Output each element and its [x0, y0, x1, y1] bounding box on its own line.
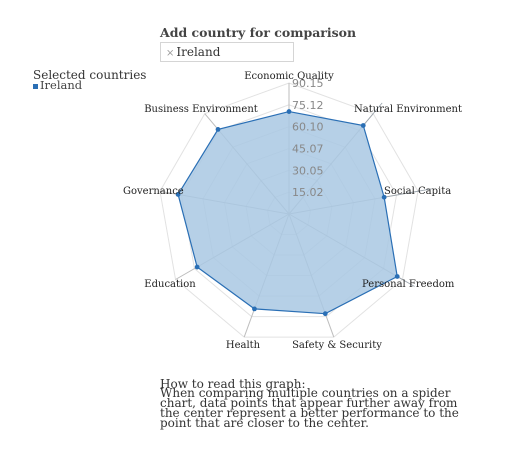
tick-label: 30.05 [292, 164, 324, 177]
tick-label: 75.12 [292, 99, 324, 112]
data-point [252, 306, 257, 312]
country-chip[interactable]: × Ireland [166, 45, 220, 59]
tick-label: 90.15 [292, 77, 324, 90]
label-leader-line [362, 102, 383, 126]
remove-country-icon[interactable]: × [166, 48, 175, 59]
legend-item[interactable]: Ireland [33, 78, 82, 92]
add-country-title: Add country for comparison [160, 25, 357, 40]
howto-body: When comparing multiple countries on a s… [160, 386, 459, 430]
data-point [360, 123, 366, 128]
axis-label: Governance [123, 186, 184, 197]
series-area [177, 110, 398, 315]
data-point [381, 194, 387, 200]
data-point [394, 274, 400, 279]
howto-title: How to read this graph: [160, 377, 306, 391]
legend-swatch-icon [33, 83, 38, 89]
axis-label: Safety & Security [292, 340, 382, 351]
axis-label: Business Environment [144, 104, 258, 115]
tick-label: 60.10 [292, 121, 324, 134]
label-leader-line [384, 188, 432, 198]
axis-label: Health [226, 340, 261, 351]
legend-item-label: Ireland [40, 78, 83, 92]
axis-label: Economic Quality [244, 71, 334, 82]
data-point [194, 264, 200, 270]
axis-label: Personal Freedom [362, 279, 455, 290]
data-point [175, 192, 181, 197]
axis-label: Natural Environment [354, 104, 462, 115]
country-selector[interactable]: × Ireland [160, 42, 294, 62]
tick-label: 45.07 [292, 143, 324, 156]
selected-countries-title: Selected countries [33, 68, 147, 82]
label-leader-line [397, 276, 415, 287]
country-chip-label: Ireland [176, 45, 221, 59]
grid-ring [159, 82, 419, 338]
axis-label: Social Capita [384, 186, 451, 197]
data-point [215, 126, 221, 132]
data-point [322, 311, 328, 317]
axis-label: Education [144, 279, 196, 290]
data-point [286, 109, 292, 114]
tick-label: 15.02 [292, 186, 324, 199]
